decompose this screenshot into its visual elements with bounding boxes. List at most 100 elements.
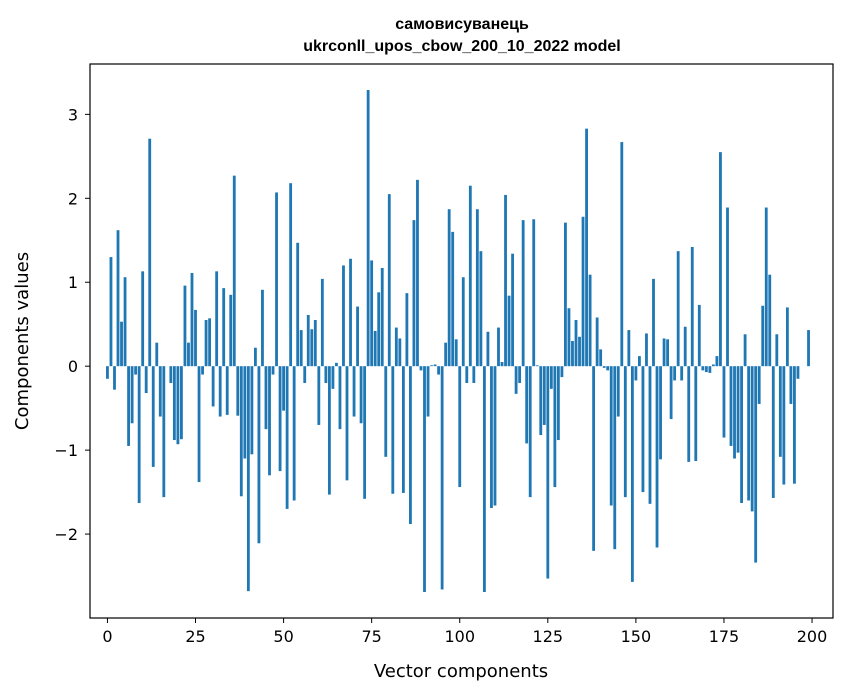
bar xyxy=(134,366,138,375)
bar xyxy=(148,138,152,367)
bar xyxy=(257,366,261,544)
bar xyxy=(726,207,729,367)
bar xyxy=(733,366,736,459)
bar xyxy=(151,366,155,467)
bar xyxy=(630,366,634,582)
bar xyxy=(444,342,448,367)
bar xyxy=(578,336,581,367)
bar xyxy=(785,307,789,367)
bar xyxy=(697,304,701,367)
bar xyxy=(342,265,345,367)
bar xyxy=(384,366,388,457)
bar xyxy=(211,366,215,407)
bar xyxy=(539,366,543,436)
bar xyxy=(592,366,596,551)
bar xyxy=(595,317,599,367)
x-tick-label: 0 xyxy=(102,627,112,646)
x-tick-label: 175 xyxy=(709,627,740,646)
bar xyxy=(144,366,148,394)
chart-subtitle: ukrconll_upos_cbow_200_10_2022 model xyxy=(303,38,620,55)
plot-area-frame xyxy=(89,63,834,619)
bar xyxy=(468,185,472,367)
bar xyxy=(490,366,493,509)
bar xyxy=(285,366,289,509)
chart-title: самовисуванець xyxy=(395,16,529,33)
bar xyxy=(352,366,356,417)
bar xyxy=(197,366,201,483)
bar xyxy=(514,366,518,394)
bar xyxy=(370,260,374,367)
bar xyxy=(511,253,514,367)
bar xyxy=(775,334,779,367)
bar xyxy=(683,326,687,367)
bar xyxy=(201,366,204,375)
bar xyxy=(613,366,617,550)
bar xyxy=(796,366,800,379)
bar xyxy=(236,366,240,416)
bar xyxy=(564,222,567,367)
bar xyxy=(687,366,691,462)
bar xyxy=(638,356,641,367)
bar xyxy=(416,179,419,367)
bar xyxy=(423,366,426,592)
x-tick-label: 150 xyxy=(621,627,652,646)
bar xyxy=(268,366,271,476)
bar xyxy=(412,220,416,367)
bar xyxy=(482,366,486,592)
bar xyxy=(754,366,758,563)
bar xyxy=(405,293,409,367)
bar xyxy=(789,366,793,404)
x-axis-ticks: 0 25 50 75 100 125 150 175 200 xyxy=(102,618,827,646)
bar xyxy=(475,209,479,367)
bar xyxy=(729,366,733,446)
bar xyxy=(278,366,282,472)
bar xyxy=(176,366,180,445)
bar xyxy=(271,366,275,375)
bar xyxy=(567,308,571,367)
bar xyxy=(398,338,402,367)
bar xyxy=(335,362,338,367)
x-tick-label: 75 xyxy=(361,627,381,646)
bar xyxy=(194,309,197,367)
bar xyxy=(454,339,458,367)
bar xyxy=(743,334,747,367)
bar xyxy=(560,366,564,378)
bar xyxy=(391,366,395,494)
bar xyxy=(750,366,754,512)
bar xyxy=(627,330,631,367)
bar xyxy=(602,366,606,368)
bar xyxy=(306,314,310,367)
bar xyxy=(296,242,300,367)
bar xyxy=(327,366,331,495)
bar xyxy=(218,366,222,417)
bar xyxy=(243,366,247,459)
bar xyxy=(493,366,497,506)
bar xyxy=(169,366,173,383)
x-tick-label: 200 xyxy=(797,627,828,646)
bar xyxy=(172,366,176,441)
bar xyxy=(137,366,141,503)
bar xyxy=(409,366,412,524)
bar xyxy=(204,320,208,367)
y-axis-ticks: −2 −1 0 1 2 3 xyxy=(54,105,90,544)
bar xyxy=(701,366,705,371)
bar xyxy=(180,366,183,440)
bar xyxy=(338,366,342,430)
bar xyxy=(793,366,796,484)
bar xyxy=(264,366,268,430)
bar xyxy=(609,366,613,506)
bar xyxy=(715,356,719,367)
bar xyxy=(356,306,359,367)
bar xyxy=(183,285,187,367)
bar xyxy=(676,251,680,367)
bar xyxy=(535,365,539,367)
bar xyxy=(292,366,296,501)
bar xyxy=(120,321,123,367)
bar xyxy=(310,329,314,367)
bar xyxy=(740,366,743,503)
x-axis-label: Vector components xyxy=(374,661,548,682)
y-axis-label: Components values xyxy=(12,252,33,430)
bar xyxy=(430,365,433,367)
x-tick-label: 100 xyxy=(444,627,475,646)
